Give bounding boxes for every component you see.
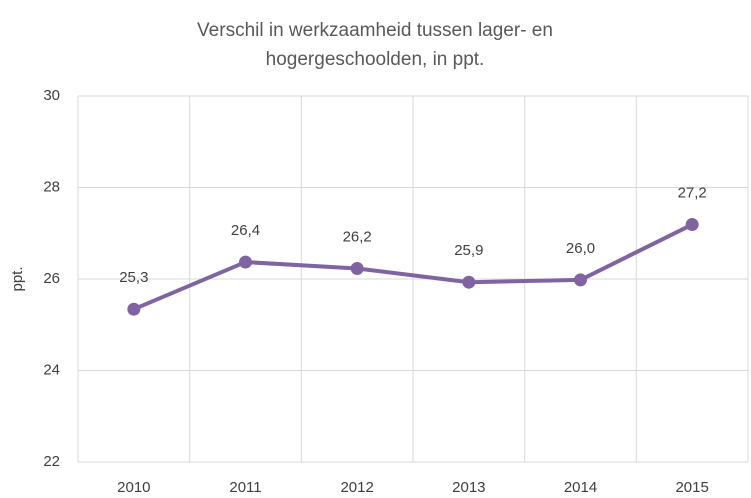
data-label: 26,2 — [343, 228, 372, 245]
marker — [127, 302, 141, 316]
data-label: 26,4 — [231, 222, 260, 239]
y-tick-label: 22 — [43, 453, 60, 470]
x-tick-label: 2014 — [564, 479, 597, 496]
y-tick-label: 24 — [43, 361, 60, 378]
y-tick-label: 26 — [43, 270, 60, 287]
x-tick-label: 2011 — [229, 479, 261, 496]
y-axis-label: ppt. — [9, 266, 26, 291]
y-tick-label: 30 — [43, 87, 60, 104]
y-tick-label: 28 — [43, 178, 60, 195]
data-label: 26,0 — [566, 240, 595, 257]
data-label: 25,9 — [454, 242, 483, 259]
marker — [462, 275, 476, 289]
x-tick-label: 2012 — [340, 479, 373, 496]
marker — [239, 255, 252, 269]
line — [133, 222, 694, 312]
chart-title: Verschil in werkzaamheid tussen lager- e… — [197, 20, 553, 70]
x-tick-label: 2013 — [452, 479, 485, 496]
x-tick-label: 2010 — [117, 479, 150, 496]
data-label: 27,2 — [678, 185, 707, 202]
marker — [574, 273, 587, 287]
marker — [350, 261, 364, 275]
marker — [685, 218, 699, 232]
x-tick-label: 2015 — [675, 479, 708, 496]
data-label: 25,3 — [119, 269, 148, 286]
